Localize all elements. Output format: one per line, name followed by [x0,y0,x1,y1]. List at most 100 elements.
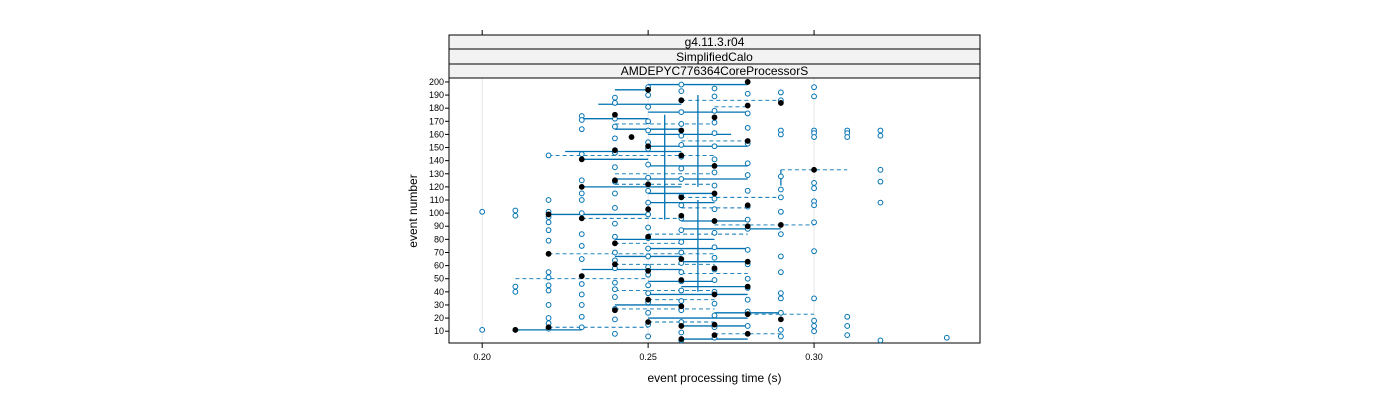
y-tick-label-17: 180 [429,103,444,113]
x-tick-label-0: 0.20 [473,352,491,362]
filled-point-37 [711,265,718,272]
open-point-122 [711,244,718,251]
open-point-70 [645,199,652,206]
strip-middle: SimplifiedCalo [448,48,981,65]
filled-point-52 [777,316,784,323]
open-point-26 [578,177,585,184]
open-point-61 [645,92,652,98]
open-point-39 [612,94,618,101]
open-point-174 [811,248,817,255]
open-point-59 [612,330,618,337]
open-point-27 [578,190,585,197]
open-point-117 [711,182,718,189]
open-point-137 [744,187,751,194]
open-point-28 [578,197,585,203]
open-point-160 [777,295,784,302]
filled-point-26 [678,194,685,201]
y-tick-label-2: 30 [434,300,444,310]
open-point-128 [711,312,718,319]
y-tick-label-11: 120 [429,182,444,192]
open-point-187 [877,166,884,173]
open-point-71 [645,211,652,218]
open-point-30 [578,231,585,238]
x-tick-label-2: 0.30 [805,352,823,362]
open-point-189 [877,199,884,206]
open-point-186 [877,132,884,139]
filled-point-15 [645,86,652,93]
open-point-169 [811,180,817,186]
open-point-7 [545,152,552,159]
filled-point-49 [744,330,751,337]
open-point-13 [545,237,552,244]
filled-point-31 [678,323,685,329]
open-point-54 [612,279,618,286]
open-point-19 [545,315,552,321]
open-point-158 [777,269,784,276]
y-tick-label-18: 190 [429,90,444,100]
filled-point-40 [711,332,718,339]
open-point-87 [678,109,685,116]
filled-point-46 [744,258,751,265]
open-point-164 [811,84,817,91]
filled-point-47 [744,283,751,290]
filled-point-16 [645,143,652,150]
y-tick-label-13: 140 [429,156,444,166]
filled-point-51 [777,222,784,228]
open-point-62 [645,103,652,110]
y-tick-label-15: 160 [429,129,444,139]
open-point-88 [678,121,685,127]
filled-point-4 [578,156,585,163]
open-point-184 [844,332,851,339]
open-point-170 [811,185,817,192]
open-point-188 [877,178,884,185]
open-point-81 [645,309,652,316]
open-point-18 [545,302,552,308]
x-axis-label: event processing time (s) [647,371,781,385]
open-point-111 [711,107,718,114]
open-point-83 [645,333,652,340]
filled-point-24 [678,127,685,134]
y-tick-label-6: 70 [434,247,444,257]
open-point-136 [744,172,751,178]
open-point-64 [645,127,652,134]
open-point-72 [645,224,652,231]
open-point-40 [612,100,618,106]
strip-label-top: g4.11.3.r04 [685,35,745,49]
y-tick-label-14: 150 [429,143,444,153]
open-point-98 [678,239,685,245]
filled-point-12 [612,261,618,268]
open-point-139 [744,216,751,223]
filled-point-45 [744,223,751,230]
open-point-115 [711,156,718,163]
open-point-85 [678,88,685,95]
y-tick-label-12: 130 [429,169,444,179]
panel-frame [448,77,981,344]
y-axis-label: event number [406,174,420,247]
open-point-79 [645,290,652,297]
open-point-183 [844,323,851,329]
open-point-143 [744,275,751,282]
open-point-58 [612,316,618,323]
open-point-177 [811,323,817,329]
open-point-11 [545,219,552,226]
open-point-8 [545,197,552,203]
open-point-2 [512,207,519,214]
open-point-67 [645,161,652,168]
filled-point-28 [678,256,685,262]
open-point-3 [512,212,519,219]
filled-point-27 [678,212,685,219]
strip-top: g4.11.3.r04 [448,34,981,50]
open-point-104 [678,298,685,304]
filled-point-30 [678,303,685,310]
filled-point-50 [777,100,784,106]
filled-point-23 [678,97,685,104]
y-tick-label-3: 40 [434,287,444,297]
filled-point-42 [744,102,751,109]
filled-point-5 [578,183,585,190]
filled-point-0 [512,326,519,333]
open-point-35 [578,291,585,298]
open-point-182 [844,313,851,320]
open-point-45 [612,164,618,171]
open-point-68 [645,174,652,181]
